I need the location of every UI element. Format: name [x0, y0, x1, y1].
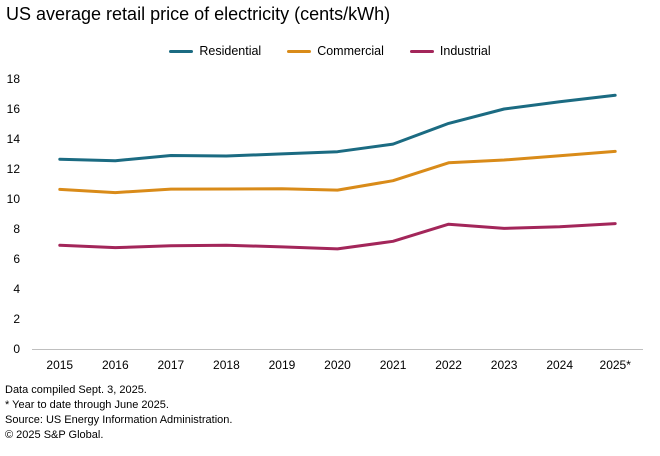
x-tick-label: 2025*: [600, 358, 632, 372]
x-tick-label: 2015: [46, 358, 73, 372]
y-tick-label: 16: [7, 102, 21, 116]
chart-title: US average retail price of electricity (…: [6, 4, 391, 24]
note-compiled: Data compiled Sept. 3, 2025.: [5, 384, 147, 396]
footnotes: Data compiled Sept. 3, 2025. * Year to d…: [5, 383, 232, 443]
legend-item-commercial: Commercial: [287, 44, 384, 58]
x-tick-label: 2021: [380, 358, 407, 372]
series-line-commercial: [58, 149, 617, 195]
series-line-residential: [58, 93, 617, 163]
x-tick-label: 2022: [435, 358, 462, 372]
y-tick-label: 0: [13, 342, 20, 356]
y-tick-label: 10: [7, 192, 21, 206]
note-source: Source: US Energy Information Administra…: [5, 414, 233, 426]
legend-label-residential: Residential: [199, 44, 262, 58]
y-tick-label: 6: [13, 252, 20, 266]
y-tick-label: 8: [13, 222, 20, 236]
x-tick-label: 2023: [491, 358, 518, 372]
x-tick-label: 2017: [158, 358, 185, 372]
x-axis-ticks: 2015 2016 2017 2018 2019 2020 2021 2022 2023 2024…: [46, 358, 631, 372]
y-tick-label: 2: [13, 312, 20, 326]
y-tick-label: 12: [7, 162, 21, 176]
legend: Residential Commercial Industrial: [0, 44, 660, 58]
legend-item-residential: Residential: [169, 44, 261, 58]
note-ytd: * Year to date through June 2025.: [5, 399, 169, 411]
series-lines: [58, 93, 617, 251]
series-line-industrial: [58, 222, 617, 251]
legend-label-commercial: Commercial: [317, 44, 384, 58]
legend-swatch-industrial: [409, 49, 434, 53]
y-axis-ticks: 0 2 4 6 8 10 12 14 16 18: [7, 72, 21, 356]
note-copyright: © 2025 S&P Global.: [5, 429, 104, 441]
x-tick-label: 2019: [269, 358, 296, 372]
x-tick-label: 2020: [324, 358, 351, 372]
y-tick-label: 4: [13, 282, 20, 296]
x-tick-label: 2018: [213, 358, 240, 372]
legend-label-industrial: Industrial: [439, 44, 491, 58]
y-tick-label: 18: [7, 72, 21, 86]
x-tick-label: 2024: [546, 358, 573, 372]
legend-item-industrial: Industrial: [409, 44, 491, 58]
legend-swatch-commercial: [287, 49, 312, 53]
line-chart: 0 2 4 6 8 10 12 14 16 18 2015 2016 2017 2018 2019 2020…: [7, 72, 643, 372]
legend-swatch-residential: [169, 49, 194, 53]
x-tick-label: 2016: [102, 358, 129, 372]
y-tick-label: 14: [7, 132, 21, 146]
